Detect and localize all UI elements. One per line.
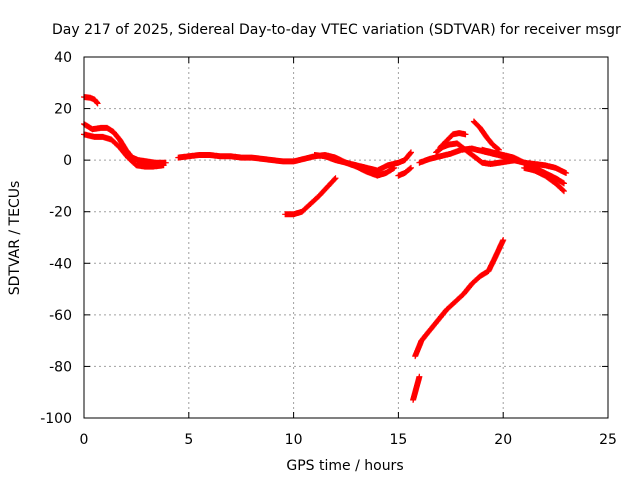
x-tick-label: 0 [80,432,89,448]
data-point-marks [521,164,567,195]
series-arc-6 [395,164,414,179]
chart-title: Day 217 of 2025, Sidereal Day-to-day VTE… [52,22,621,38]
data-point-marks [395,164,414,179]
x-axis-title: GPS time / hours [286,458,403,474]
data-point-marks [410,373,423,403]
data-point-marks [433,140,519,167]
y-tick-label: -100 [40,411,72,427]
plot-frame [83,56,609,419]
x-tick-label: 20 [494,432,512,448]
series-arc-14 [412,237,507,360]
y-tick-label: -60 [49,308,72,324]
y-tick-label: 40 [54,50,72,66]
axis-ticks: 0 5 10 15 20 25 -100 -80 -60 -40 -20 0 20 40 [40,50,617,448]
series-arc-15 [410,373,423,403]
data-point-marks [412,237,507,360]
data-point-marks [282,175,339,218]
x-tick-label: 10 [285,432,303,448]
data-point-marks [470,118,503,153]
y-tick-label: 20 [54,102,72,118]
y-axis-title: SDTVAR / TECUs [7,181,23,296]
x-tick-label: 15 [389,432,407,448]
y-tick-label: 0 [63,153,72,169]
x-tick-label: 5 [184,432,193,448]
grid [84,57,608,418]
series-arc-9 [470,118,503,153]
y-tick-label: -40 [49,256,72,272]
data-point-marks [311,152,398,179]
series-arc-5 [311,152,398,179]
series-arc-10 [433,140,519,167]
x-tick-label: 25 [599,432,617,448]
y-tick-label: -80 [49,359,72,375]
series-arc-13 [282,175,339,218]
series-arc-12 [521,164,567,195]
y-tick-label: -20 [49,205,72,221]
